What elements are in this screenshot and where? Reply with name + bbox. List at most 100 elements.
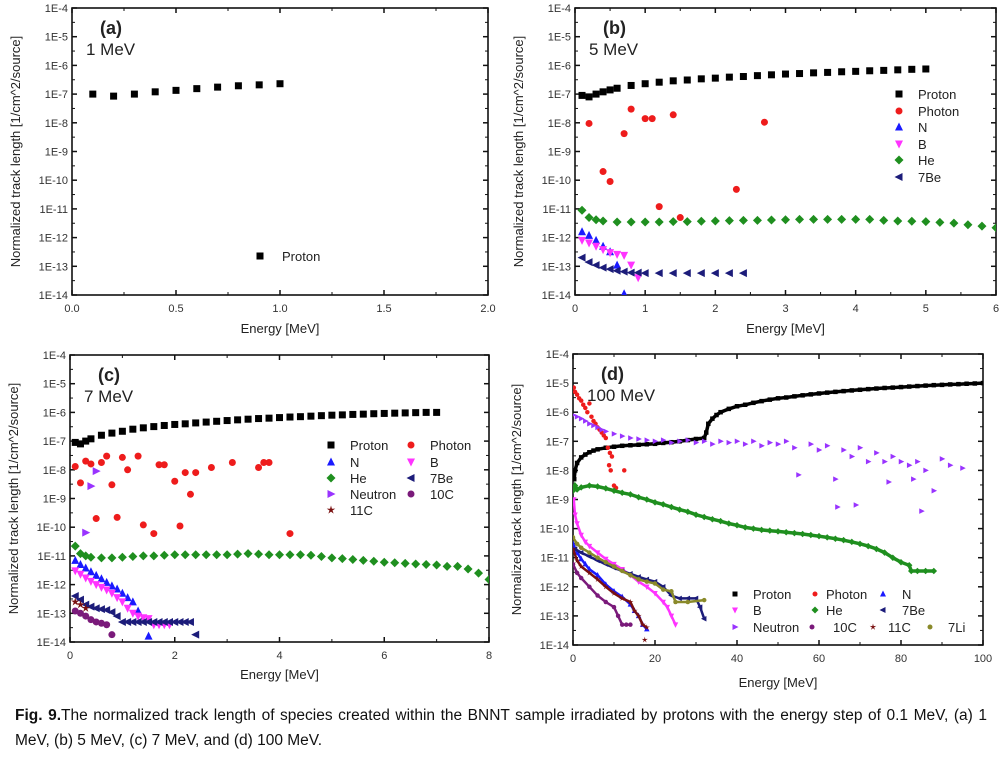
series-b: [578, 236, 643, 283]
data-point: [118, 598, 127, 607]
data-point: [432, 560, 442, 570]
data-point: [87, 460, 95, 468]
data-point: [947, 382, 953, 387]
panel-label: (b): [603, 18, 626, 38]
data-point: [358, 555, 368, 565]
y-tick-label: 1E-11: [37, 551, 66, 563]
legend-label: 11C: [888, 620, 911, 635]
data-point: [939, 382, 945, 388]
data-point: [70, 541, 80, 551]
data-point: [652, 591, 658, 597]
data-point: [578, 91, 586, 99]
data-point: [276, 80, 284, 88]
legend-label: Neutron: [753, 620, 799, 635]
data-point: [595, 555, 600, 560]
y-tick-label: 1E-10: [542, 175, 571, 187]
series-line: [573, 536, 705, 604]
data-point: [619, 267, 628, 276]
legend-label: 10C: [430, 487, 454, 502]
data-point: [676, 595, 682, 602]
series-10c: [573, 561, 633, 627]
data-point: [234, 82, 242, 90]
data-point: [170, 550, 180, 560]
data-point: [110, 92, 118, 100]
series-line: [574, 547, 706, 620]
y-axis-label: Normalized track length [1/cm^2/source]: [509, 384, 524, 616]
series-he: [573, 481, 938, 575]
data-point: [370, 410, 378, 418]
data-point: [582, 539, 589, 546]
data-point: [599, 168, 607, 176]
y-tick-label: 1E-13: [540, 611, 569, 623]
data-point: [595, 447, 600, 452]
y-tick-label: 1E-6: [546, 407, 569, 419]
axis-ticks: [574, 7, 997, 296]
data-point: [81, 603, 90, 612]
data-point: [207, 464, 215, 472]
series-layer: [89, 80, 284, 100]
data-point: [442, 561, 452, 571]
data-point: [741, 524, 749, 531]
data-point: [594, 550, 601, 556]
data-point: [82, 528, 91, 537]
panel-b: 1E-14 1E-13 1E-12 1E-11 1E-10 1E-9 1E-8 1E-7 1E-…: [511, 3, 999, 336]
data-point: [643, 624, 650, 631]
x-tick-label: 4: [276, 650, 282, 662]
y-tick-label: 1E-12: [37, 580, 66, 592]
series-he: [70, 541, 489, 585]
data-point: [849, 453, 856, 460]
data-point: [852, 67, 860, 75]
data-point: [591, 215, 601, 225]
data-point: [609, 454, 615, 459]
data-point: [573, 497, 577, 503]
data-point: [285, 550, 295, 560]
data-point: [76, 609, 84, 617]
series-proton: [578, 65, 930, 101]
data-point: [676, 506, 683, 513]
legend-label: He: [826, 603, 843, 618]
series-he: [577, 205, 996, 233]
data-point: [823, 534, 831, 541]
data-point: [750, 525, 757, 532]
data-point: [906, 384, 912, 389]
data-point: [151, 88, 159, 96]
data-point: [639, 621, 646, 628]
data-point: [275, 550, 284, 560]
data-point: [400, 558, 410, 568]
data-point: [594, 571, 601, 578]
data-point: [128, 617, 137, 626]
data-point: [144, 617, 153, 626]
data-point: [669, 77, 677, 85]
data-point: [701, 435, 707, 441]
series-layer: [573, 380, 983, 643]
data-point: [97, 431, 105, 439]
x-tick-label: 0.5: [168, 303, 183, 315]
data-point: [453, 561, 463, 571]
y-tick-label: 1E-5: [548, 32, 571, 44]
data-point: [931, 487, 938, 494]
data-point: [816, 391, 822, 396]
data-point: [627, 261, 636, 270]
data-point: [810, 69, 818, 77]
data-point: [391, 409, 399, 417]
data-point: [612, 266, 621, 275]
data-point: [799, 530, 806, 538]
legend-label: 11C: [350, 503, 373, 518]
data-point: [108, 631, 116, 639]
data-point: [587, 421, 593, 427]
data-point: [87, 435, 95, 443]
data-point: [265, 458, 273, 466]
data-point: [585, 93, 593, 101]
y-tick-label: 1E-5: [546, 378, 569, 390]
series-line: [573, 563, 631, 626]
data-point: [107, 589, 116, 598]
data-point: [108, 429, 116, 437]
data-point: [139, 521, 147, 529]
data-point: [71, 463, 79, 471]
data-point: [573, 482, 579, 489]
series-layer: [70, 408, 489, 640]
y-tick-label: 1E-13: [37, 608, 66, 620]
data-point: [738, 215, 748, 225]
data-point: [782, 528, 790, 536]
data-point: [159, 617, 168, 626]
